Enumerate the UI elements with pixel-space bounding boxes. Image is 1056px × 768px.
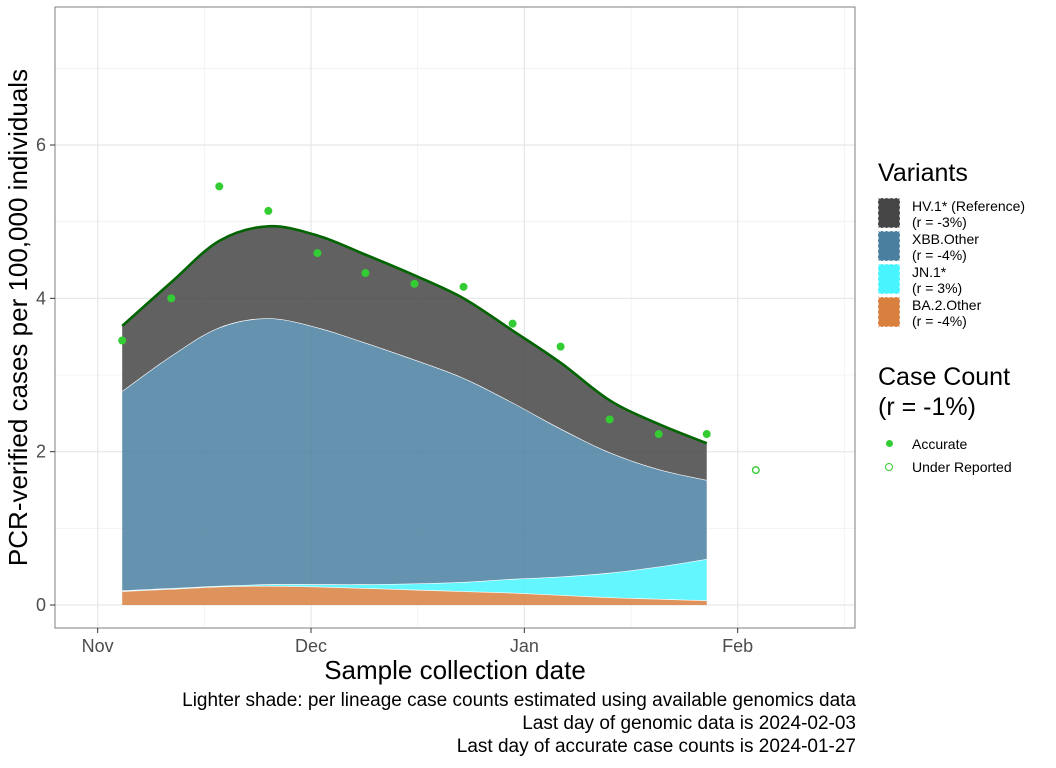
- under-reported-point: [751, 466, 760, 475]
- accurate-point: [702, 430, 711, 439]
- legend-swatch: [878, 264, 900, 294]
- legend-label: BA.2.Other (r = -4%): [912, 297, 982, 329]
- accurate-point: [459, 282, 468, 291]
- accurate-point: [118, 336, 127, 345]
- y-tick-label: 0: [36, 595, 46, 615]
- accurate-point: [313, 249, 322, 258]
- legend-key: HV.1* (Reference) (r = -3%): [878, 198, 1025, 231]
- plot-border: [54, 6, 856, 629]
- accurate-point: [654, 430, 663, 439]
- legend-label: JN.1* (r = 3%): [912, 264, 963, 296]
- y-tick-label: 6: [36, 135, 46, 155]
- accurate-point: [410, 279, 419, 288]
- case-count-points: [118, 182, 760, 475]
- axis-ticks: 0 2 4 6 Nov Dec Jan Feb: [36, 135, 753, 656]
- under-reported-point-key: [878, 462, 900, 471]
- variants-legend: Variants HV.1* (Reference) (r = -3%) XBB.O…: [878, 158, 1025, 330]
- case-count-legend: Case Count (r = -1%) Accurate Under Repo…: [878, 362, 1012, 478]
- legend-accurate-label: Accurate: [912, 435, 968, 452]
- variants-legend-title: Variants: [878, 159, 968, 187]
- x-tick-label: Nov: [82, 636, 114, 656]
- legend-under-reported: Under Reported: [878, 455, 1012, 478]
- variant-keys: HV.1* (Reference) (r = -3%) XBB.Other (r = …: [878, 198, 1025, 330]
- x-axis-title: Sample collection date: [324, 655, 586, 685]
- case-count-legend-title: Case Count: [878, 363, 1011, 391]
- y-tick-label: 4: [36, 288, 46, 308]
- stacked-areas: [121, 224, 708, 605]
- legend-swatch: [878, 231, 900, 261]
- x-tick-label: Dec: [295, 636, 327, 656]
- legend-accurate: Accurate: [878, 432, 1012, 455]
- caption-line-1: Lighter shade: per lineage case counts e…: [182, 690, 856, 711]
- legend-swatch: [878, 198, 900, 228]
- x-tick-label: Feb: [722, 636, 753, 656]
- caption-line-3: Last day of accurate case counts is 2024…: [456, 736, 856, 757]
- y-tick-label: 2: [36, 442, 46, 462]
- accurate-point: [605, 415, 614, 424]
- case-count-legend-subtitle: (r = -1%): [878, 393, 976, 421]
- total-line: [121, 224, 708, 445]
- caption-line-2: Last day of genomic data is 2024-02-03: [522, 713, 856, 734]
- legend-key: JN.1* (r = 3%): [878, 264, 1025, 297]
- accurate-point: [556, 342, 565, 351]
- legend-swatch: [878, 297, 900, 327]
- accurate-point: [264, 206, 273, 215]
- legend-label: XBB.Other (r = -4%): [912, 231, 979, 263]
- accurate-point: [215, 182, 224, 191]
- accurate-point: [167, 294, 176, 303]
- x-tick-label: Jan: [510, 636, 539, 656]
- area-jn-1-: [122, 559, 707, 601]
- accurate-point: [361, 269, 370, 278]
- legend-under-reported-label: Under Reported: [912, 458, 1012, 475]
- area-xbb-other: [122, 318, 707, 591]
- area-hv-1-reference-: [122, 226, 707, 481]
- accurate-point: [508, 319, 517, 328]
- area-ba-2-other: [122, 585, 707, 605]
- legend-key: XBB.Other (r = -4%): [878, 231, 1025, 264]
- legend-label: HV.1* (Reference) (r = -3%): [912, 198, 1026, 230]
- accurate-point-key: [878, 440, 900, 447]
- legend-key: BA.2.Other (r = -4%): [878, 297, 1025, 330]
- y-axis-title: PCR-verified cases per 100,000 individua…: [3, 69, 33, 566]
